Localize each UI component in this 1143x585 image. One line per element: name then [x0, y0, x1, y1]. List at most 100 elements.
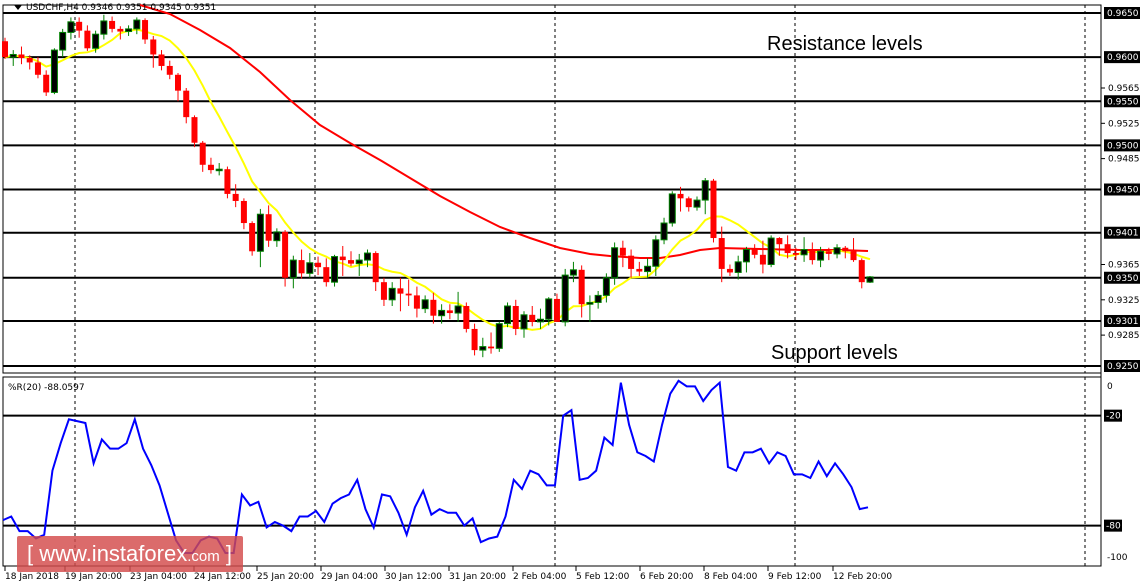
candle	[224, 166, 231, 199]
ma-slow-line	[139, 4, 869, 259]
candle	[602, 273, 610, 303]
candle	[710, 178, 717, 243]
watermark-bracket-left: [	[27, 541, 34, 566]
candle	[479, 337, 487, 358]
candle	[133, 17, 141, 35]
candle	[438, 304, 446, 324]
candle	[512, 299, 519, 336]
price-level-tag	[1104, 95, 1140, 108]
candle	[742, 246, 750, 273]
candle	[215, 163, 223, 176]
price-level-tag	[1104, 226, 1140, 239]
watermark-suffix: .com	[187, 548, 220, 565]
price-level-label: 0.9450	[1107, 186, 1139, 196]
candle	[183, 88, 190, 124]
candle	[348, 251, 354, 267]
price-tick-label: 0.9365	[1108, 261, 1140, 271]
price-level-label: 0.9500	[1107, 141, 1139, 151]
candle	[339, 245, 346, 276]
symbol-info: USDCHF,H4 0.9346 0.9351 0.9345 0.9351	[26, 3, 217, 13]
candle	[59, 28, 67, 58]
candle	[150, 35, 157, 68]
price-level-label: 0.9401	[1107, 229, 1139, 239]
candle	[866, 275, 874, 284]
candle	[858, 258, 865, 289]
time-tick-label: 30 Jan 12:00	[385, 572, 442, 582]
oscillator-level-label: -20	[1106, 412, 1121, 422]
candle	[734, 255, 742, 280]
candle	[636, 261, 643, 276]
candle	[842, 245, 849, 259]
time-tick-label: 19 Jan 20:00	[65, 572, 122, 582]
symbol-header: USDCHF,H4 0.9346 0.9351 0.9345 0.9351	[14, 3, 216, 13]
candle	[372, 251, 379, 291]
time-tick-label: 6 Feb 20:00	[640, 572, 694, 582]
candle	[26, 55, 33, 70]
candle	[619, 240, 626, 268]
candle	[84, 25, 91, 51]
candle	[421, 295, 429, 314]
candle	[471, 323, 478, 356]
time-tick-label: 18 Jan 2018	[5, 572, 59, 582]
time-tick-label: 29 Jan 04:00	[321, 572, 378, 582]
candle	[776, 237, 783, 256]
price-tick-label: 0.9565	[1108, 84, 1140, 94]
candle	[569, 261, 577, 283]
price-tick-label: 0.9485	[1108, 155, 1140, 165]
candle	[800, 237, 808, 262]
candle	[232, 184, 239, 208]
candle	[100, 14, 108, 40]
price-level-label: 0.9250	[1107, 362, 1139, 372]
candle	[273, 228, 281, 247]
candle	[397, 277, 404, 312]
time-tick-label: 2 Feb 04:00	[513, 572, 567, 582]
candle	[578, 265, 585, 318]
time-tick-label: 23 Jan 04:00	[130, 572, 187, 582]
candle	[545, 297, 553, 326]
time-tick-label: 9 Feb 12:00	[768, 572, 822, 582]
candle	[529, 305, 536, 327]
candle	[495, 321, 503, 352]
candle	[207, 157, 214, 174]
price-tick-label: 0.9285	[1108, 331, 1140, 341]
time-tick-label: 24 Jan 12:00	[194, 572, 251, 582]
wpr-line	[2, 379, 869, 554]
time-tick-label: 12 Feb 20:00	[833, 572, 892, 582]
candle	[454, 291, 462, 322]
price-level-label: 0.9550	[1107, 97, 1139, 107]
candle	[249, 221, 256, 256]
time-tick-label: 8 Feb 04:00	[704, 572, 758, 582]
candle	[718, 226, 725, 283]
candle	[166, 60, 173, 80]
candle	[463, 302, 470, 333]
candle	[76, 17, 83, 38]
oscillator-tick-label: 0	[1107, 382, 1113, 392]
candle	[331, 254, 339, 287]
candle	[380, 277, 387, 306]
price-level-tag	[1104, 271, 1140, 284]
candle	[504, 302, 512, 328]
price-tick-label: 0.9525	[1108, 119, 1140, 129]
candle	[446, 304, 453, 320]
price-level-tag	[1104, 51, 1140, 64]
candle	[611, 242, 619, 285]
candle	[809, 242, 816, 265]
candle	[817, 246, 825, 268]
candle	[553, 293, 560, 322]
candle	[355, 253, 363, 276]
candle	[50, 48, 58, 95]
time-tick-label: 31 Jan 20:00	[449, 572, 506, 582]
candle	[652, 235, 660, 276]
collapse-triangle-icon[interactable]	[14, 5, 22, 10]
candle	[125, 25, 133, 36]
candle	[388, 282, 396, 306]
candle	[256, 208, 264, 268]
candle	[289, 255, 297, 289]
candle	[34, 57, 41, 79]
ma-fast-line	[4, 28, 871, 331]
candle	[536, 308, 544, 329]
candle	[759, 240, 766, 274]
price-level-tag	[1104, 7, 1140, 19]
candle	[693, 196, 701, 211]
candle	[833, 244, 841, 259]
